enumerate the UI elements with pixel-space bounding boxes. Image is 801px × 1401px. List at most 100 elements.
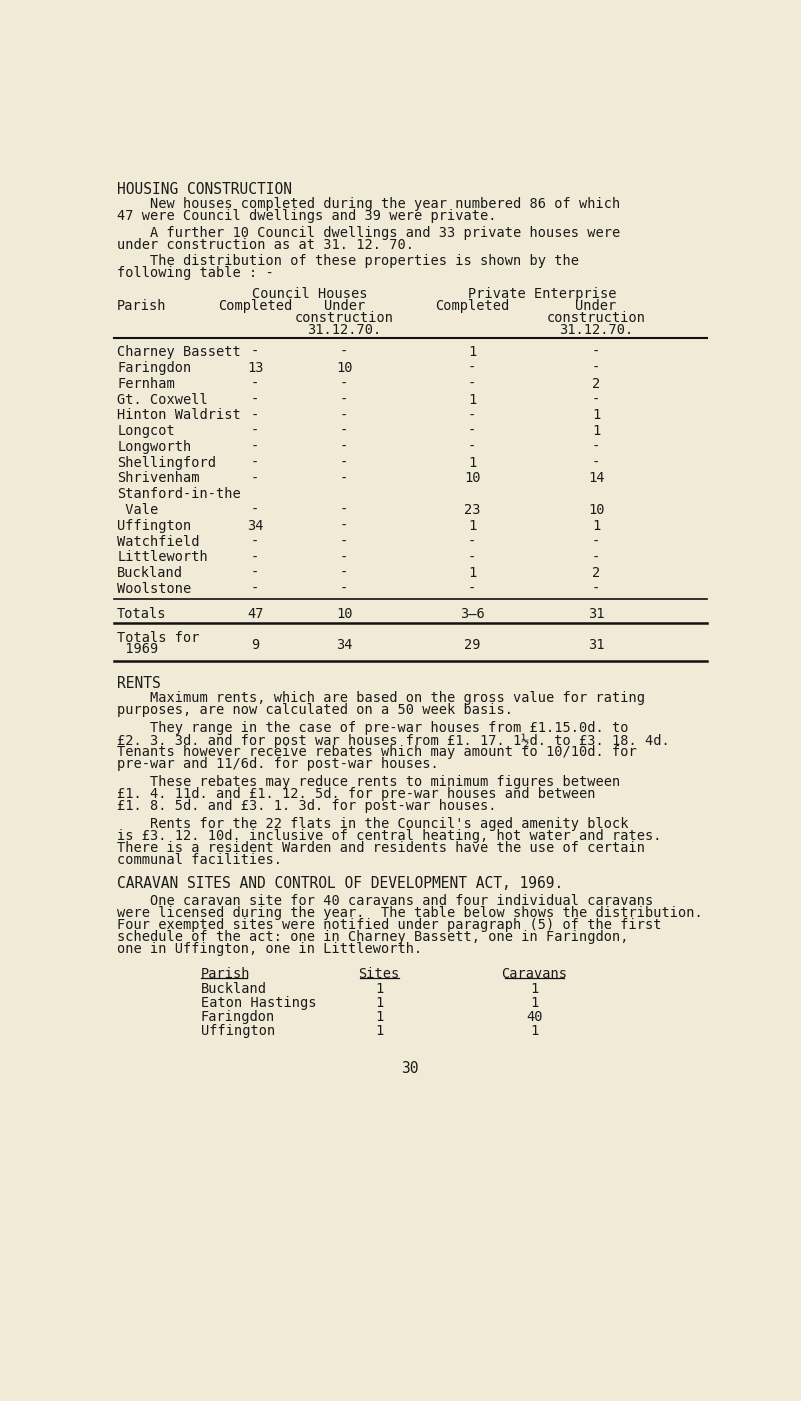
Text: -: - [251, 551, 260, 565]
Text: Littleworth: Littleworth [117, 551, 208, 565]
Text: 9: 9 [251, 637, 260, 651]
Text: Shellingford: Shellingford [117, 455, 216, 469]
Text: pre-war and 11/6d. for post-war houses.: pre-war and 11/6d. for post-war houses. [117, 757, 439, 771]
Text: Hinton Waldrist: Hinton Waldrist [117, 408, 241, 422]
Text: Tenants however receive rebates which may amount to 10/10d. for: Tenants however receive rebates which ma… [117, 745, 637, 759]
Text: -: - [340, 392, 348, 406]
Text: 1: 1 [375, 1010, 383, 1024]
Text: -: - [340, 440, 348, 454]
Text: 1: 1 [592, 425, 600, 439]
Text: 31.12.70.: 31.12.70. [307, 324, 381, 338]
Text: Charney Bassett: Charney Bassett [117, 345, 241, 359]
Text: 10: 10 [588, 503, 605, 517]
Text: 1: 1 [530, 996, 538, 1010]
Text: purposes, are now calculated on a 50 week basis.: purposes, are now calculated on a 50 wee… [117, 703, 513, 717]
Text: -: - [592, 440, 600, 454]
Text: Longcot: Longcot [117, 425, 175, 439]
Text: 1: 1 [375, 1024, 383, 1038]
Text: -: - [468, 535, 477, 549]
Text: 1: 1 [530, 982, 538, 996]
Text: A further 10 Council dwellings and 33 private houses were: A further 10 Council dwellings and 33 pr… [117, 226, 621, 240]
Text: -: - [251, 425, 260, 439]
Text: -: - [340, 518, 348, 532]
Text: -: - [468, 551, 477, 565]
Text: construction: construction [546, 311, 646, 325]
Text: Buckland: Buckland [117, 566, 183, 580]
Text: 1: 1 [468, 518, 477, 532]
Text: Sites: Sites [359, 967, 400, 981]
Text: -: - [592, 455, 600, 469]
Text: Maximum rents, which are based on the gross value for rating: Maximum rents, which are based on the gr… [117, 691, 645, 705]
Text: Eaton Hastings: Eaton Hastings [201, 996, 316, 1010]
Text: 30: 30 [401, 1061, 419, 1076]
Text: -: - [468, 581, 477, 595]
Text: HOUSING CONSTRUCTION: HOUSING CONSTRUCTION [117, 182, 292, 198]
Text: Shrivenham: Shrivenham [117, 472, 199, 486]
Text: -: - [468, 377, 477, 391]
Text: under construction as at 31. 12. 70.: under construction as at 31. 12. 70. [117, 238, 414, 252]
Text: Stanford-in-the: Stanford-in-the [117, 488, 241, 502]
Text: Four exempted sites were notified under paragraph (5) of the first: Four exempted sites were notified under … [117, 918, 662, 932]
Text: Completed: Completed [435, 300, 509, 314]
Text: Under: Under [324, 300, 365, 314]
Text: Longworth: Longworth [117, 440, 191, 454]
Text: RENTS: RENTS [117, 675, 161, 691]
Text: Uffington: Uffington [201, 1024, 275, 1038]
Text: Gt. Coxwell: Gt. Coxwell [117, 392, 208, 406]
Text: One caravan site for 40 caravans and four individual caravans: One caravan site for 40 caravans and fou… [117, 894, 654, 908]
Text: 1: 1 [468, 566, 477, 580]
Text: These rebates may reduce rents to minimum figures between: These rebates may reduce rents to minimu… [117, 775, 621, 789]
Text: -: - [468, 425, 477, 439]
Text: 31: 31 [588, 607, 605, 621]
Text: Vale: Vale [117, 503, 159, 517]
Text: -: - [251, 503, 260, 517]
Text: -: - [251, 455, 260, 469]
Text: -: - [340, 472, 348, 486]
Text: £1. 4. 11d. and £1. 12. 5d. for pre-war houses and between: £1. 4. 11d. and £1. 12. 5d. for pre-war … [117, 787, 596, 801]
Text: -: - [592, 535, 600, 549]
Text: 1: 1 [375, 996, 383, 1010]
Text: Caravans: Caravans [501, 967, 567, 981]
Text: 1: 1 [468, 455, 477, 469]
Text: -: - [468, 361, 477, 375]
Text: 1: 1 [468, 345, 477, 359]
Text: £2. 3. 3d. and for post war houses from £1. 17. 1½d. to £3. 18. 4d.: £2. 3. 3d. and for post war houses from … [117, 733, 670, 748]
Text: -: - [468, 440, 477, 454]
Text: construction: construction [295, 311, 394, 325]
Text: 2: 2 [592, 566, 600, 580]
Text: CARAVAN SITES AND CONTROL OF DEVELOPMENT ACT, 1969.: CARAVAN SITES AND CONTROL OF DEVELOPMENT… [117, 876, 563, 891]
Text: -: - [340, 581, 348, 595]
Text: Private Enterprise: Private Enterprise [468, 287, 616, 301]
Text: There is a resident Warden and residents have the use of certain: There is a resident Warden and residents… [117, 841, 645, 855]
Text: 31: 31 [588, 637, 605, 651]
Text: one in Uffington, one in Littleworth.: one in Uffington, one in Littleworth. [117, 941, 422, 955]
Text: Uffington: Uffington [117, 518, 191, 532]
Text: -: - [340, 551, 348, 565]
Text: -: - [340, 377, 348, 391]
Text: communal facilities.: communal facilities. [117, 853, 282, 867]
Text: Parish: Parish [201, 967, 251, 981]
Text: 1: 1 [592, 408, 600, 422]
Text: 1969: 1969 [117, 643, 159, 657]
Text: -: - [251, 377, 260, 391]
Text: -: - [251, 581, 260, 595]
Text: 1: 1 [375, 982, 383, 996]
Text: schedule of the act: one in Charney Bassett, one in Faringdon,: schedule of the act: one in Charney Bass… [117, 930, 629, 944]
Text: -: - [251, 408, 260, 422]
Text: 29: 29 [464, 637, 481, 651]
Text: -: - [340, 566, 348, 580]
Text: 10: 10 [336, 361, 352, 375]
Text: Parish: Parish [117, 300, 167, 314]
Text: -: - [251, 566, 260, 580]
Text: Faringdon: Faringdon [201, 1010, 275, 1024]
Text: 31.12.70.: 31.12.70. [559, 324, 634, 338]
Text: 10: 10 [464, 472, 481, 486]
Text: -: - [340, 408, 348, 422]
Text: 34: 34 [247, 518, 264, 532]
Text: 1: 1 [530, 1024, 538, 1038]
Text: 1: 1 [592, 518, 600, 532]
Text: 3̶6: 3̶6 [460, 607, 485, 621]
Text: -: - [592, 345, 600, 359]
Text: Faringdon: Faringdon [117, 361, 191, 375]
Text: -: - [251, 472, 260, 486]
